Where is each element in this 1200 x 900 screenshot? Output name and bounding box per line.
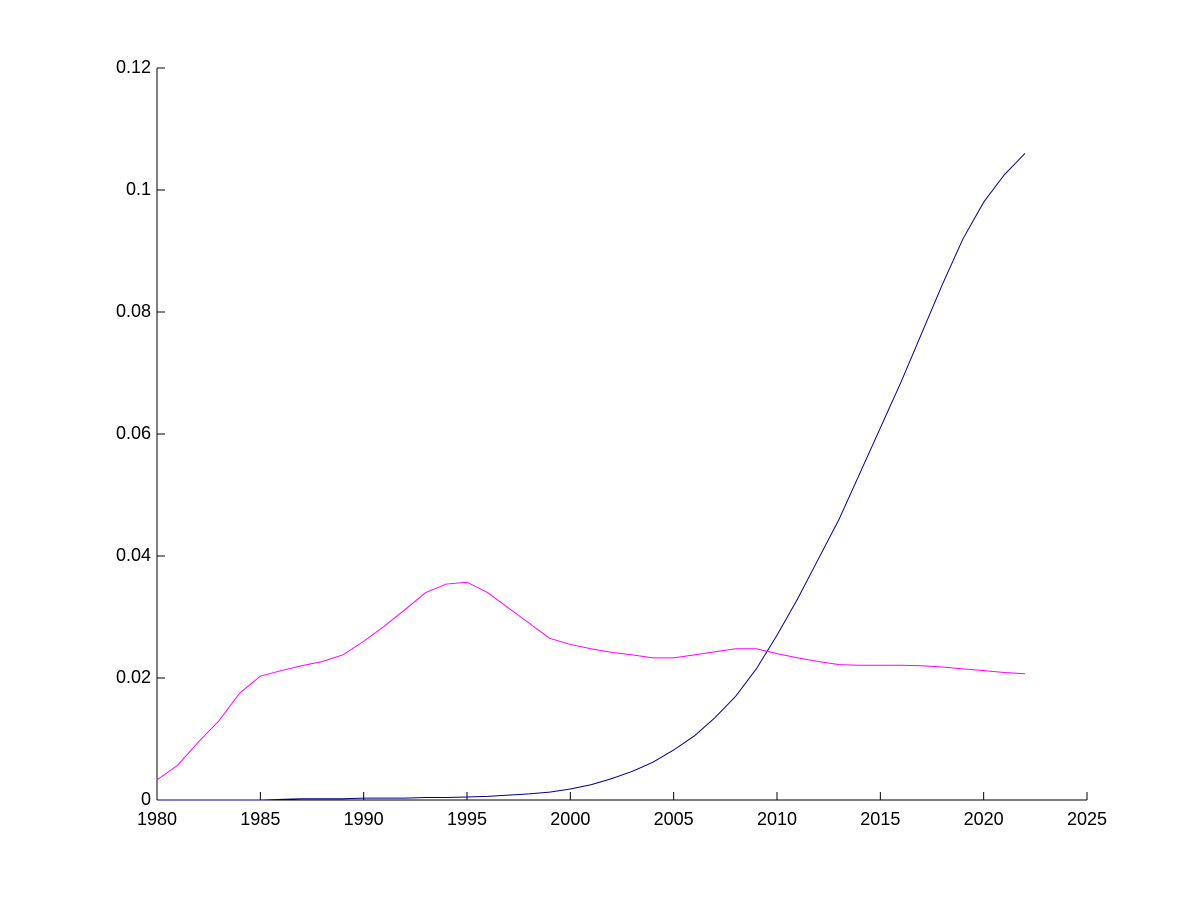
x-tick-label: 1995 [447,809,487,829]
y-tick-label: 0.08 [116,301,151,321]
x-tick-label: 2005 [654,809,694,829]
x-tick-label: 2000 [550,809,590,829]
x-tick-label: 2015 [860,809,900,829]
y-tick-label: 0.06 [116,423,151,443]
x-tick-label: 1985 [240,809,280,829]
y-tick-label: 0.1 [126,179,151,199]
x-tick-label: 2025 [1067,809,1107,829]
y-tick-label: 0 [141,789,151,809]
y-tick-label: 0.02 [116,667,151,687]
line-series [156,581,1026,781]
x-tick-label: 2010 [757,809,797,829]
x-tick-label: 2020 [964,809,1004,829]
x-tick-label: 1990 [344,809,384,829]
x-tick-label: 1980 [137,809,177,829]
y-tick-label: 0.04 [116,545,151,565]
line-series [157,153,1026,801]
y-tick-label: 0.12 [116,57,151,77]
